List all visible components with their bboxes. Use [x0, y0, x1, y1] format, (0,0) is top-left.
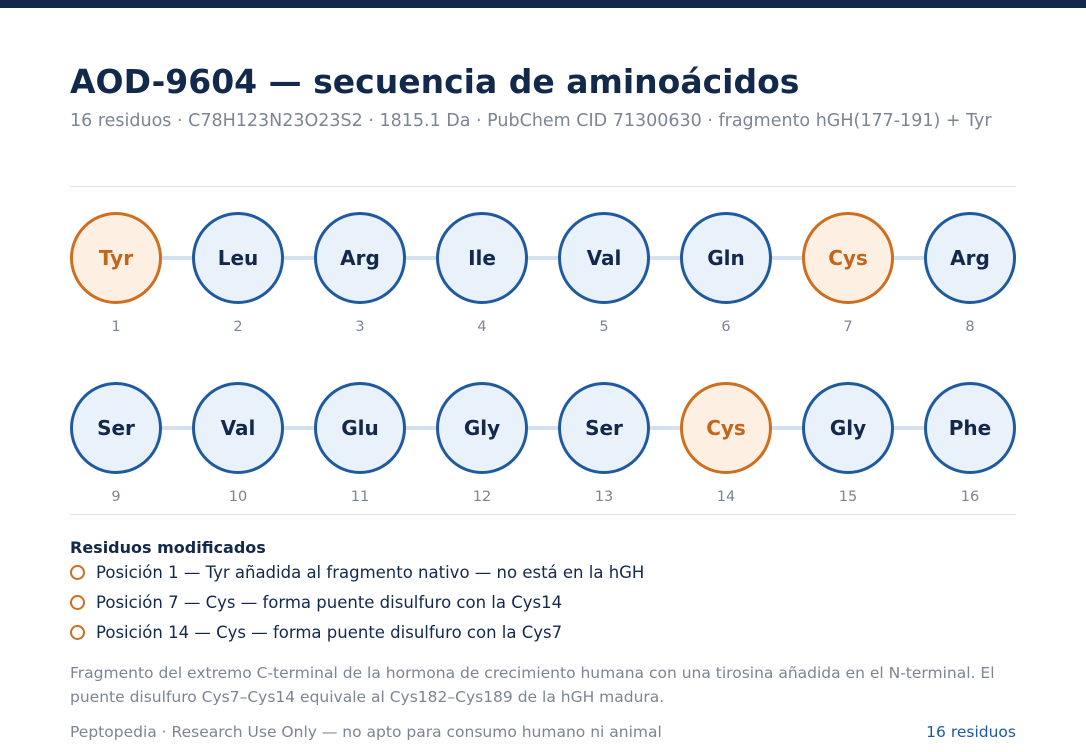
- residue-circle: Val: [192, 382, 284, 474]
- residue: Ile 4: [436, 212, 528, 342]
- residue: Tyr 1: [70, 212, 162, 342]
- page-title: AOD-9604 — secuencia de aminoácidos: [70, 62, 800, 101]
- residue: Arg 3: [314, 212, 406, 342]
- residue-position: 16: [960, 489, 980, 505]
- modification-item: Posición 1 — Tyr añadida al fragmento na…: [70, 562, 644, 592]
- page-subtitle: 16 residuos · C78H123N23O23S2 · 1815.1 D…: [70, 111, 992, 131]
- residue-position: 12: [472, 489, 492, 505]
- residue-code: Ser: [97, 416, 135, 440]
- footer-source: Peptopedia · Research Use Only — no apto…: [70, 723, 662, 741]
- residue-position: 2: [233, 319, 243, 335]
- residue-position: 13: [594, 489, 614, 505]
- residue-code: Cys: [828, 246, 868, 270]
- residue-circle: Phe: [924, 382, 1016, 474]
- residue: Gln 6: [680, 212, 772, 342]
- residue-circle: Gln: [680, 212, 772, 304]
- footer-residue-count: 16 residuos: [926, 723, 1016, 741]
- modifications-heading: Residuos modificados: [70, 538, 266, 557]
- residue: Ser 9: [70, 382, 162, 512]
- residue: Arg 8: [924, 212, 1016, 342]
- top-accent-bar: [0, 0, 1086, 8]
- modification-item: Posición 7 — Cys — forma puente disulfur…: [70, 592, 644, 622]
- residue-position: 14: [716, 489, 736, 505]
- residue-code: Val: [220, 416, 256, 440]
- residue: Glu 11: [314, 382, 406, 512]
- top-divider: [70, 186, 1016, 187]
- sequence-row: Ser 9 Val 10 Glu 11 Gly 12 Ser 13 Cys 14 Gly 15 Phe 16: [70, 382, 1016, 512]
- residue-code: Gly: [463, 416, 501, 440]
- residue: Gly 12: [436, 382, 528, 512]
- residue-code: Arg: [340, 246, 380, 270]
- residue-position: 15: [838, 489, 858, 505]
- modification-text: Posición 1 — Tyr añadida al fragmento na…: [96, 563, 645, 582]
- residue: Gly 15: [802, 382, 894, 512]
- modification-item: Posición 14 — Cys — forma puente disulfu…: [70, 622, 644, 652]
- residue-code: Gln: [707, 246, 745, 270]
- residue-circle: Leu: [192, 212, 284, 304]
- description: Fragmento del extremo C-terminal de la h…: [70, 664, 995, 706]
- residue-circle: Gly: [436, 382, 528, 474]
- residue-code: Tyr: [98, 246, 134, 270]
- residue-circle: Gly: [802, 382, 894, 474]
- residue: Val 10: [192, 382, 284, 512]
- residue-position: 11: [350, 489, 370, 505]
- residue-circle: Arg: [314, 212, 406, 304]
- residue: Cys 14: [680, 382, 772, 512]
- residue-code: Ser: [585, 416, 623, 440]
- residue-code: Arg: [950, 246, 990, 270]
- residue-position: 8: [965, 319, 975, 335]
- residue-code: Glu: [341, 416, 379, 440]
- modification-text: Posición 14 — Cys — forma puente disulfu…: [96, 623, 563, 642]
- residue-position: 7: [843, 319, 853, 335]
- residue-position: 1: [111, 319, 121, 335]
- modifications-list: Posición 1 — Tyr añadida al fragmento na…: [70, 562, 644, 652]
- residue: Val 5: [558, 212, 650, 342]
- residue-position: 9: [111, 489, 121, 505]
- circle-bullet-icon: [70, 565, 85, 580]
- residue-code: Phe: [948, 416, 992, 440]
- residue-circle: Val: [558, 212, 650, 304]
- circle-bullet-icon: [70, 625, 85, 640]
- modified-residue-circle: Tyr: [70, 212, 162, 304]
- residue-code: Cys: [706, 416, 746, 440]
- residue: Phe 16: [924, 382, 1016, 512]
- residue-position: 6: [721, 319, 731, 335]
- residue-position: 10: [228, 489, 248, 505]
- residue-position: 3: [355, 319, 365, 335]
- modified-residue-circle: Cys: [680, 382, 772, 474]
- residue-circle: Glu: [314, 382, 406, 474]
- sequence-row: Tyr 1 Leu 2 Arg 3 Ile 4 Val 5 Gln 6 Cys 7 Arg 8: [70, 212, 1016, 342]
- residue-code: Ile: [468, 246, 496, 270]
- residue: Cys 7: [802, 212, 894, 342]
- residue-code: Val: [586, 246, 622, 270]
- residue-position: 5: [599, 319, 609, 335]
- modification-text: Posición 7 — Cys — forma puente disulfur…: [96, 593, 563, 612]
- peptide-bond-line: [116, 426, 970, 430]
- residue-circle: Ser: [558, 382, 650, 474]
- residue: Leu 2: [192, 212, 284, 342]
- residue-circle: Ile: [436, 212, 528, 304]
- residue-position: 4: [477, 319, 487, 335]
- residue-circle: Arg: [924, 212, 1016, 304]
- residue-code: Gly: [829, 416, 867, 440]
- residue: Ser 13: [558, 382, 650, 512]
- modified-residue-circle: Cys: [802, 212, 894, 304]
- peptide-bond-line: [116, 256, 970, 260]
- bottom-divider: [70, 514, 1016, 515]
- residue-code: Leu: [217, 246, 259, 270]
- circle-bullet-icon: [70, 595, 85, 610]
- residue-circle: Ser: [70, 382, 162, 474]
